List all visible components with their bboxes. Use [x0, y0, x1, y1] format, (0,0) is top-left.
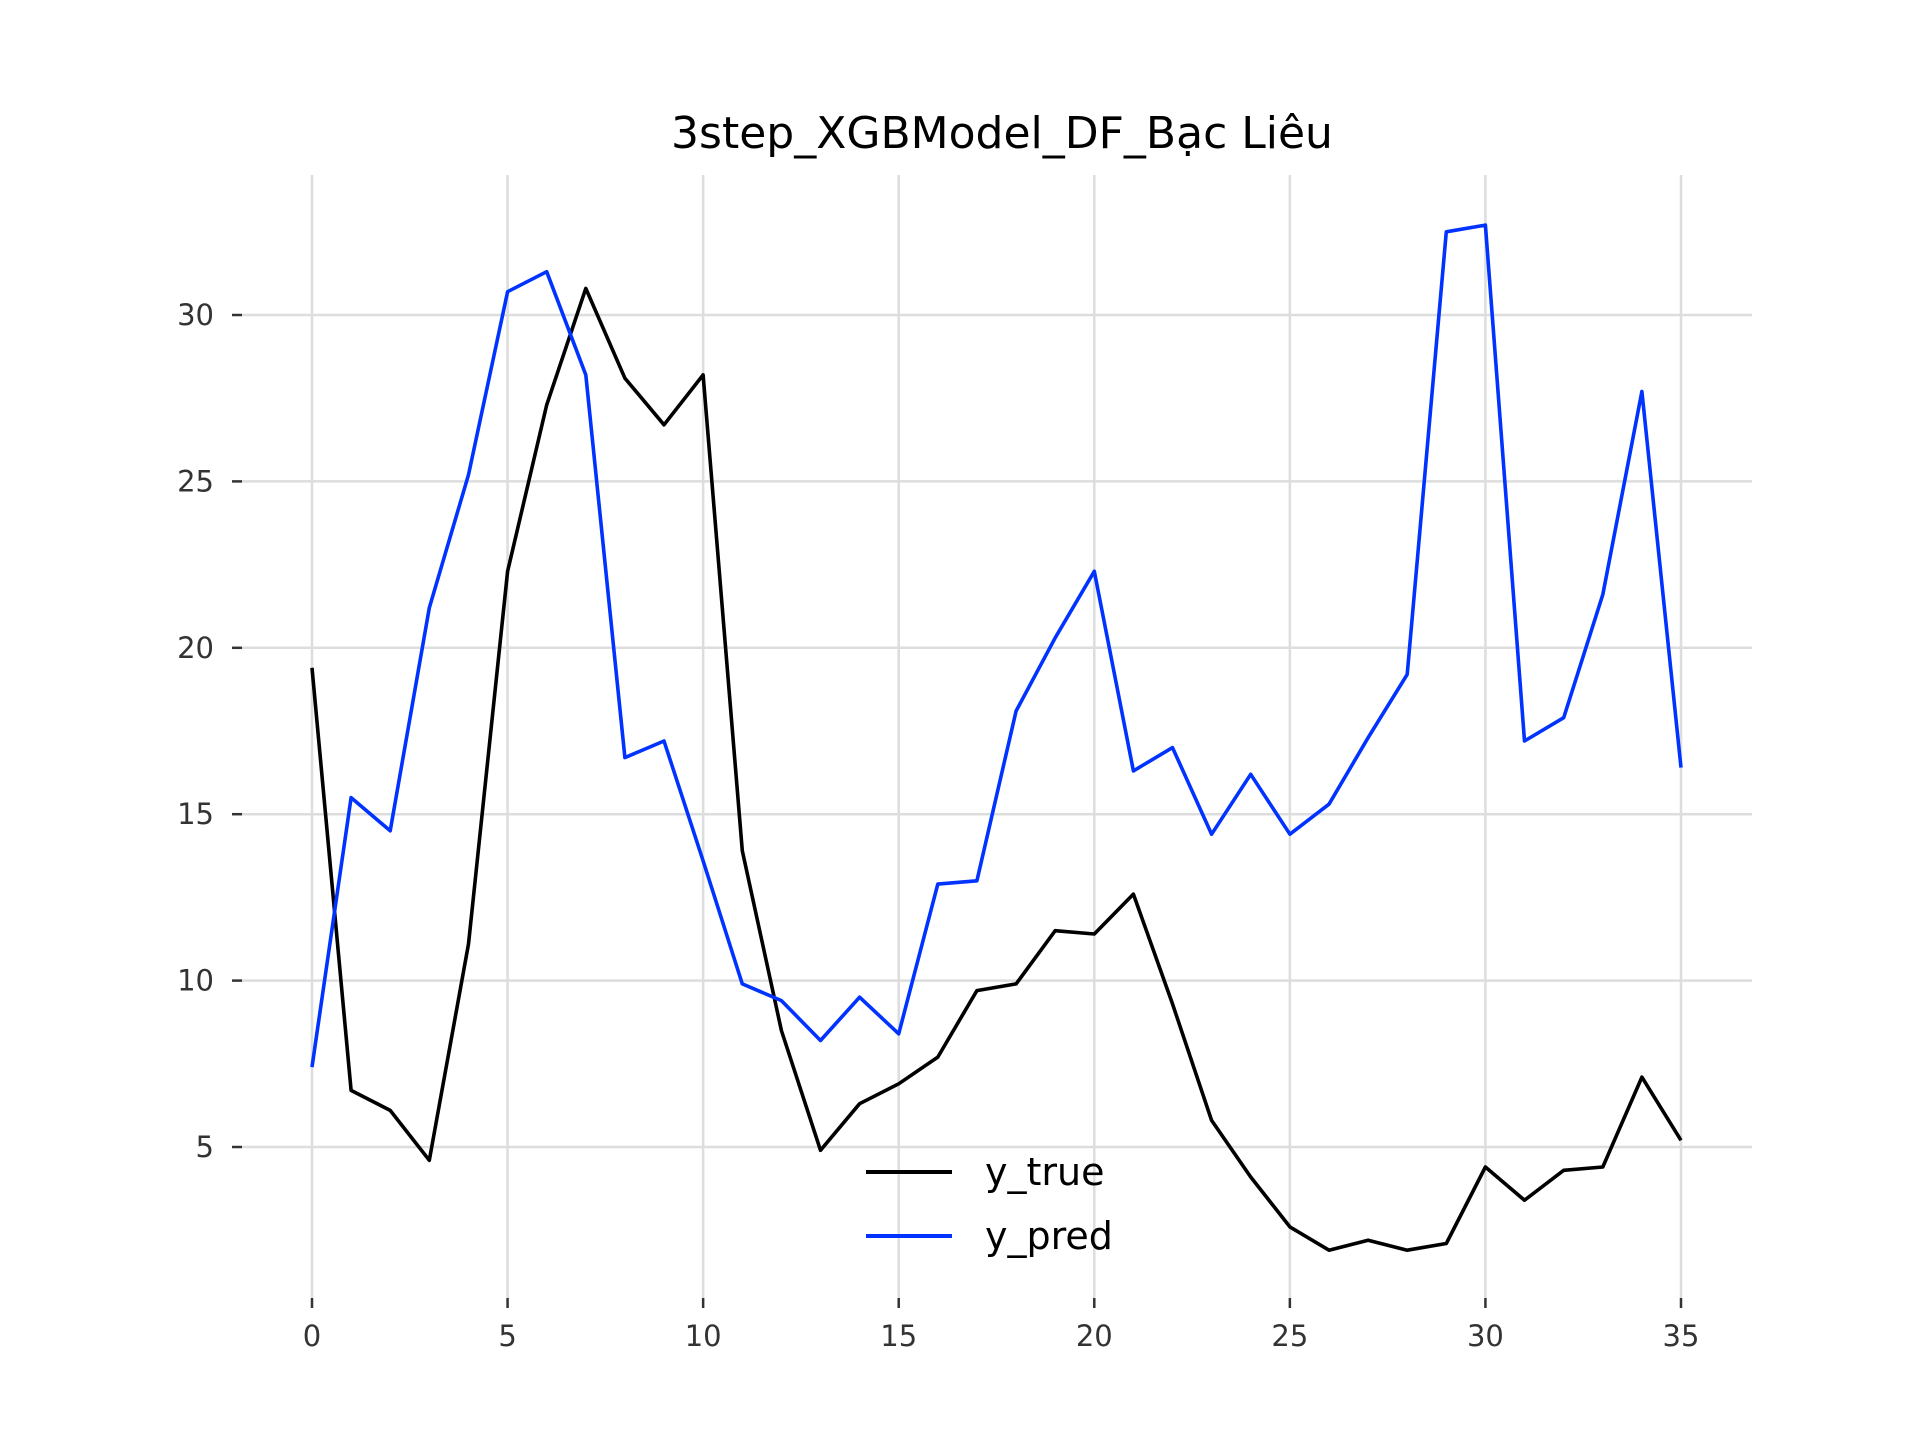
x-tick-label: 5: [498, 1319, 516, 1353]
y-tick-label: 10: [177, 964, 214, 998]
series: [310, 223, 1683, 1252]
axes: 0 5 10 15 20 25 30 35 5 10 15 20 25 30: [177, 298, 1699, 1353]
series-line-y-pred: [310, 223, 1683, 1068]
series-line-y-true: [310, 286, 1683, 1252]
y-tick-label: 5: [196, 1130, 214, 1164]
x-tick-label: 25: [1271, 1319, 1308, 1353]
legend-label-y-true: y_true: [985, 1150, 1104, 1194]
x-tick-label: 15: [880, 1319, 917, 1353]
y-tick-label: 15: [177, 797, 214, 831]
x-tick-label: 35: [1663, 1319, 1700, 1353]
legend: y_true y_pred: [866, 1150, 1113, 1258]
x-tick-label: 30: [1467, 1319, 1504, 1353]
x-tick-label: 10: [685, 1319, 722, 1353]
legend-label-y-pred: y_pred: [985, 1214, 1113, 1258]
y-tick-label: 25: [177, 464, 214, 498]
y-tick-label: 20: [177, 631, 214, 665]
y-tick-label: 30: [177, 298, 214, 332]
x-tick-label: 0: [303, 1319, 321, 1353]
chart-title: 3step_XGBModel_DF_Bạc Liêu: [671, 108, 1333, 159]
x-tick-label: 20: [1076, 1319, 1113, 1353]
grid: [242, 175, 1752, 1298]
